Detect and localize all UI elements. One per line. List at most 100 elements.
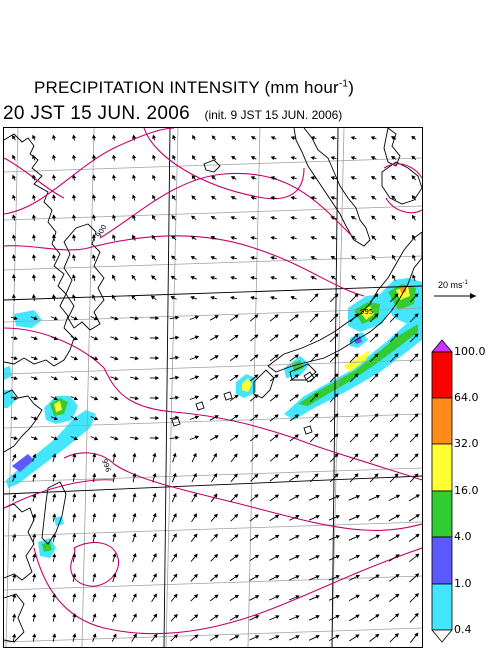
rain-band-japan-core xyxy=(344,350,370,372)
wind-arrow-head xyxy=(73,316,79,321)
wind-arrow-head xyxy=(230,235,235,240)
meridian-line xyxy=(331,128,345,647)
wind-arrow-head xyxy=(73,396,79,401)
wind-arrow-head xyxy=(12,194,16,199)
wind-arrow-head xyxy=(71,214,77,219)
wind-arrow-head xyxy=(112,593,117,598)
wind-arrow-head xyxy=(250,156,256,160)
wind-arrow-head xyxy=(211,135,216,140)
wind-arrow-head xyxy=(91,194,97,199)
wind-arrow-head xyxy=(12,154,16,160)
contour-10 xyxy=(383,163,422,214)
valid-time: 20 JST 15 JUN. 2006 xyxy=(3,103,191,124)
wind-arrow-head xyxy=(214,415,219,419)
wind-arrow-head xyxy=(134,316,139,321)
wind-arrow-head xyxy=(132,214,137,219)
wind-arrow-head xyxy=(294,414,299,419)
wind-arrow-head xyxy=(51,174,57,179)
wind-arrow-head xyxy=(330,156,335,161)
wind-arrow-head xyxy=(52,493,57,498)
contour-label-3: 995 xyxy=(360,308,373,316)
wind-arrow-head xyxy=(234,635,240,639)
wind-arrow-head xyxy=(31,254,37,259)
wind-arrow-head xyxy=(394,433,399,438)
wind-arrow-head xyxy=(374,433,379,438)
wind-arrow-head xyxy=(295,635,300,639)
wind-arrow-head xyxy=(111,294,116,299)
wind-arrow-head xyxy=(71,234,77,239)
wind-arrow-head xyxy=(190,235,196,240)
wind-arrow-head xyxy=(374,453,379,458)
wind-arrow-head xyxy=(51,194,57,199)
pressure-contours xyxy=(4,128,422,635)
wind-arrow-head xyxy=(190,276,195,280)
wind-arrow-head xyxy=(374,413,379,418)
wind-arrow-head xyxy=(31,274,37,279)
wind-arrow-head xyxy=(194,395,200,400)
wind-arrow-head xyxy=(234,334,239,339)
wind-arrow-head xyxy=(32,613,37,618)
wind-arrow-head xyxy=(191,175,196,180)
wind-arrow-head xyxy=(391,254,396,259)
reference-vector-label: 20 ms-1 xyxy=(438,280,468,290)
legend-tick-0.4: 0.4 xyxy=(454,623,472,636)
wind-arrow-head xyxy=(93,416,99,421)
rain-blob-ecs-core xyxy=(242,378,252,392)
rain-blob-kanto-heavy xyxy=(400,286,406,293)
wind-arrow-head xyxy=(92,633,97,638)
wind-arrow-head xyxy=(354,353,359,358)
wind-arrow-head xyxy=(132,512,137,518)
wind-arrow-head xyxy=(415,494,420,499)
legend-arrow-top xyxy=(431,339,453,353)
wind-arrow-head xyxy=(132,553,137,558)
wind-arrow-head xyxy=(374,333,379,338)
wind-arrow-head xyxy=(290,236,295,241)
legend-arrow-bottom xyxy=(431,629,453,643)
wind-arrow-head xyxy=(11,274,16,279)
wind-arrow-head xyxy=(214,634,219,639)
wind-arrow-head xyxy=(374,473,379,478)
wind-arrow-head xyxy=(171,194,176,200)
wind-arrow-head xyxy=(172,513,177,518)
wind-arrow-head xyxy=(72,513,77,518)
legend-colorbar xyxy=(431,339,453,643)
wind-arrow-head xyxy=(254,554,260,559)
wind-arrow-head xyxy=(270,275,275,280)
wind-arrow-head xyxy=(330,236,335,240)
wind-arrow-head xyxy=(132,532,137,538)
wind-arrow-head xyxy=(93,336,99,341)
wind-arrow-head xyxy=(213,493,218,498)
wind-arrow-head xyxy=(391,175,396,180)
wind-arrow-head xyxy=(92,553,97,558)
chart-title: PRECIPITATION INTENSITY (mm hour-1) xyxy=(34,78,355,97)
wind-arrow-head xyxy=(13,336,19,341)
wind-arrow-head xyxy=(214,315,219,319)
wind-arrow-head xyxy=(414,393,419,398)
wind-arrow-head xyxy=(411,194,416,200)
wind-arrow-head xyxy=(72,553,77,558)
wind-arrow-head xyxy=(134,356,139,361)
wind-arrow-head xyxy=(53,316,59,321)
contour-5 xyxy=(4,327,422,481)
wind-arrow-head xyxy=(294,354,299,359)
wind-arrow-head xyxy=(330,176,335,181)
wind-arrow-head xyxy=(270,295,275,300)
wind-arrow-head xyxy=(314,333,319,338)
wind-arrow-head xyxy=(131,134,137,139)
wind-arrow-head xyxy=(214,395,219,399)
wind-arrow-head xyxy=(233,493,239,498)
wind-arrow-head xyxy=(52,473,57,478)
wind-arrow-head xyxy=(314,353,319,358)
wind-arrow-head xyxy=(91,274,96,279)
wind-arrow-head xyxy=(411,155,416,160)
wind-arrow-head xyxy=(334,393,339,398)
meridian-line xyxy=(5,128,19,647)
wind-arrow-head xyxy=(255,615,260,619)
wind-vectors xyxy=(10,134,420,643)
wind-arrow-head xyxy=(155,395,160,401)
wind-arrow-head xyxy=(155,315,160,321)
wind-arrow-head xyxy=(234,514,239,519)
wind-arrow-head xyxy=(11,254,17,259)
wind-arrow-head xyxy=(51,294,57,299)
wind-arrow-head xyxy=(112,533,117,538)
